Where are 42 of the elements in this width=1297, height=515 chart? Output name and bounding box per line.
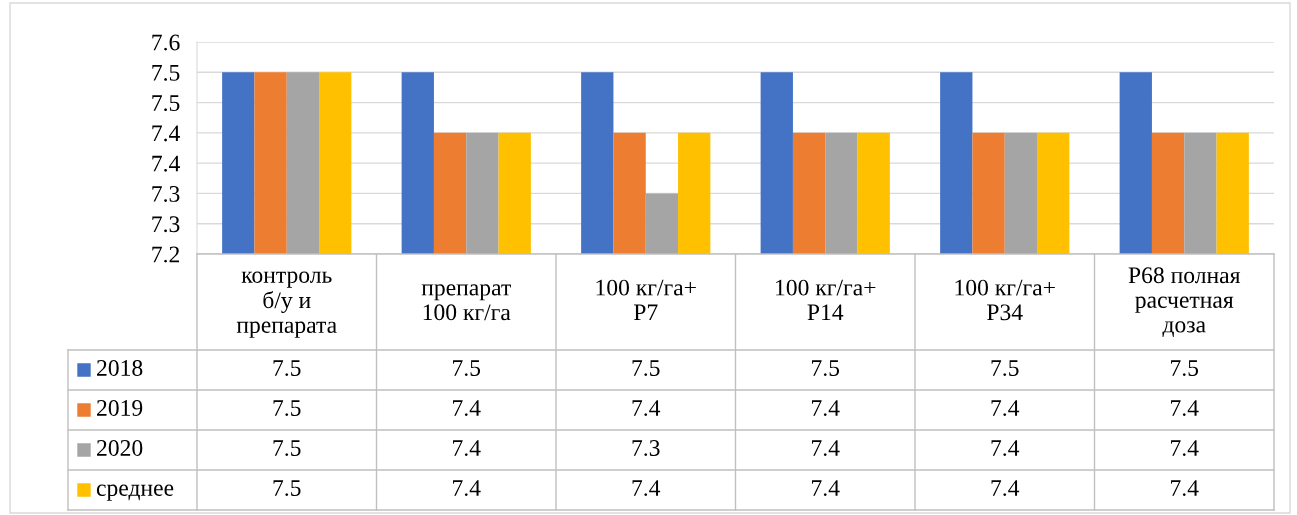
data-label: 7.4 (1171, 480, 1199, 497)
data-label: 7.4 (632, 480, 661, 497)
data-label: 7.4 (453, 480, 481, 497)
legend-label: 2019 (97, 399, 143, 416)
data-label: 7.4 (1171, 400, 1199, 417)
data-label: 7.4 (812, 400, 840, 417)
data-label: 7.4 (453, 440, 481, 457)
data-label: 7.5 (453, 360, 481, 377)
data-label: 7.4 (812, 480, 840, 497)
data-label: 7.5 (632, 360, 660, 377)
data-label: 7.5 (1171, 360, 1199, 377)
legend-label: 2018 (97, 359, 143, 376)
data-label: 7.5 (812, 360, 840, 377)
y-tick-label: 7.3 (152, 185, 180, 202)
y-tick-label: 7.4 (152, 155, 180, 172)
x-tick-label: Р68 полная расчетная доза (1128, 267, 1241, 337)
data-label: 7.5 (991, 360, 1019, 377)
data-label: 7.4 (453, 400, 481, 417)
data-label: 7.5 (273, 440, 301, 457)
y-tick-label: 7.5 (152, 95, 180, 112)
data-label: 7.3 (632, 440, 660, 457)
y-tick-label: 7.2 (152, 246, 180, 263)
data-label: 7.4 (1171, 440, 1199, 457)
data-label: 7.4 (991, 440, 1020, 457)
data-label: 7.4 (991, 400, 1020, 417)
y-tick-label: 7.5 (152, 65, 180, 81)
y-tick-label: 7.6 (152, 34, 180, 51)
x-tick-label: 100 кг/га+ Р7 (596, 279, 696, 321)
x-tick-label: контроль б/у и препарата (236, 271, 337, 338)
data-label: 7.5 (273, 480, 301, 497)
x-tick-label: 100 кг/га+ Р14 (776, 279, 876, 321)
data-label: 7.4 (991, 480, 1020, 497)
y-tick-label: 7.4 (152, 125, 180, 142)
y-tick-label: 7.3 (152, 216, 180, 233)
data-label: 7.5 (273, 360, 301, 377)
x-tick-label: препарат 100 кг/га (421, 284, 511, 321)
data-label: 7.4 (632, 400, 661, 417)
x-tick-label: 100 кг/га+ Р34 (955, 279, 1055, 321)
legend-label: 2020 (97, 439, 143, 456)
data-label: 7.4 (812, 440, 840, 457)
data-label: 7.5 (273, 400, 301, 417)
legend-label: среднее (96, 484, 174, 501)
